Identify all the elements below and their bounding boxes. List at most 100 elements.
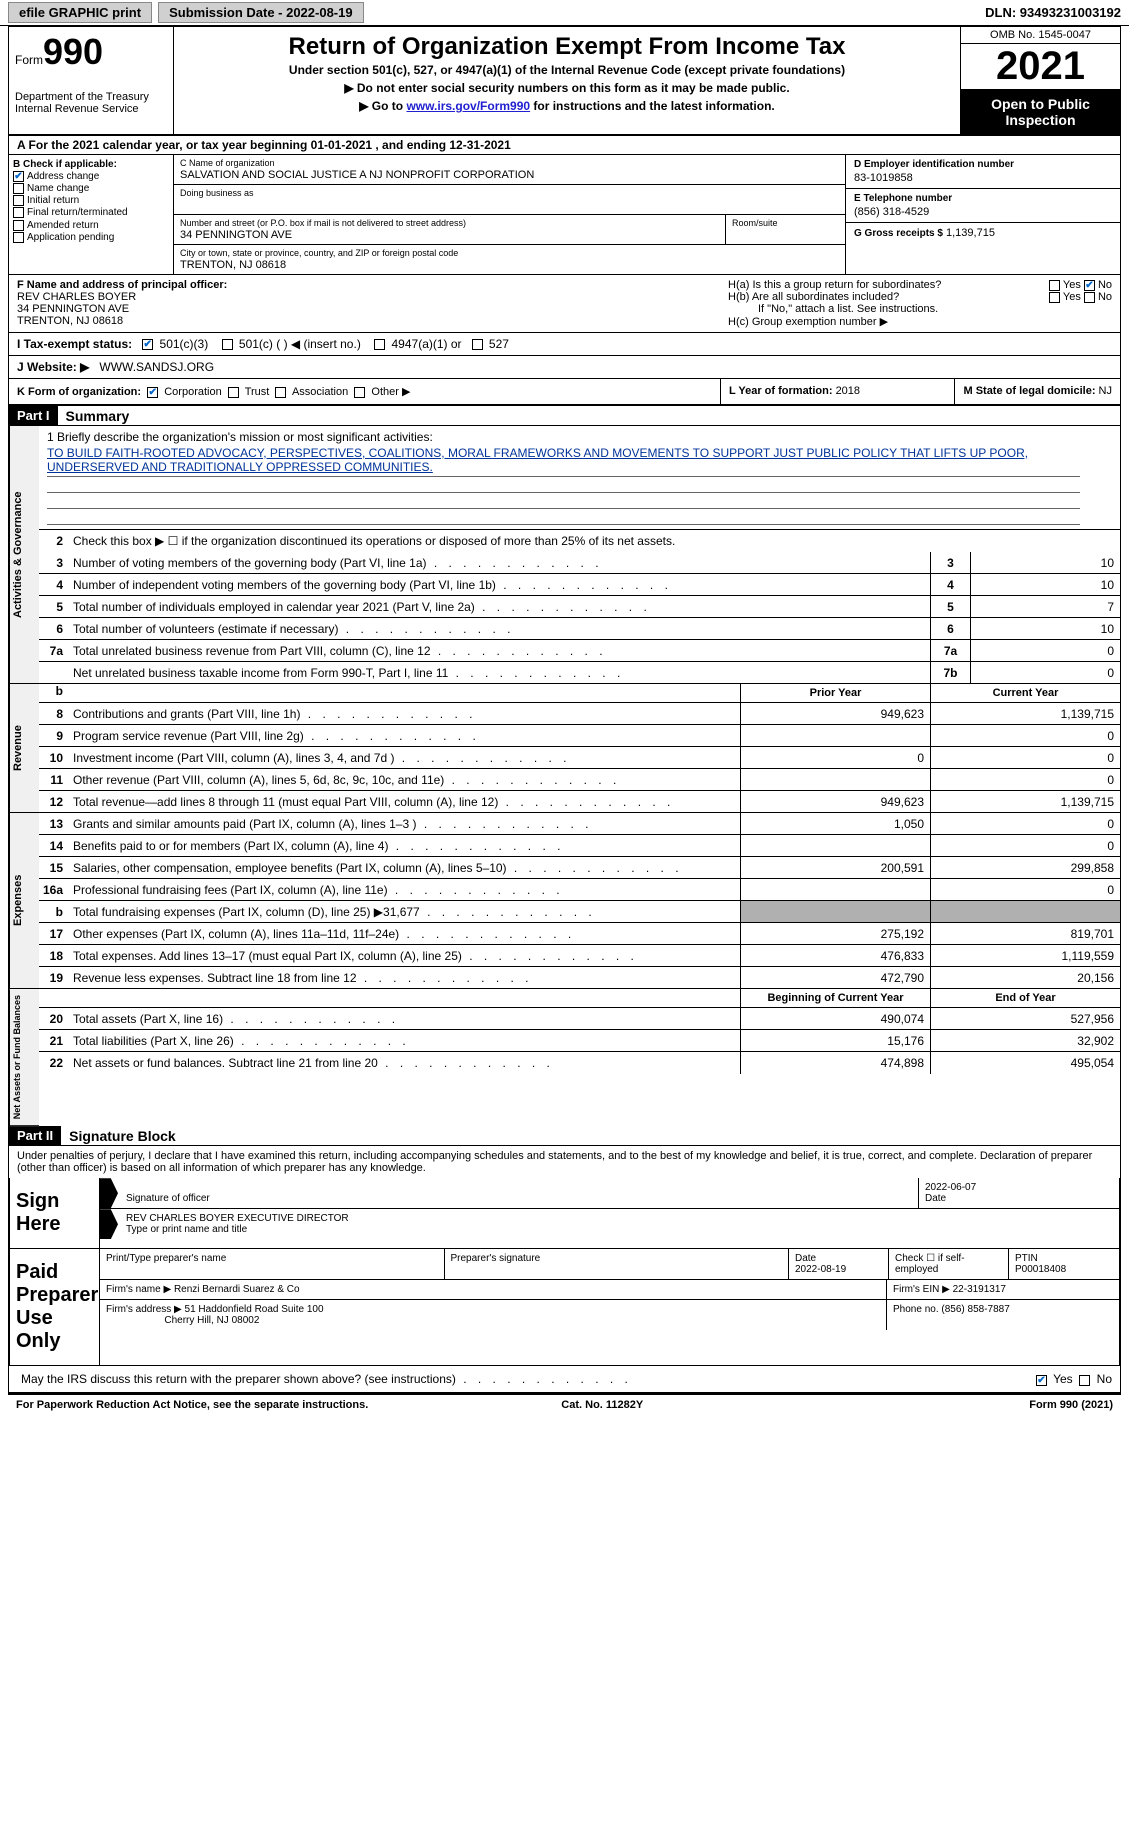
table-row: 20 Total assets (Part X, line 16) 490,07… — [39, 1008, 1120, 1030]
efile-button[interactable]: efile GRAPHIC print — [8, 2, 152, 23]
mission-blank1 — [47, 477, 1080, 493]
line-desc: Professional fundraising fees (Part IX, … — [69, 881, 740, 899]
line-box: 7b — [930, 662, 970, 683]
section-b: B Check if applicable: Address change Na… — [9, 155, 174, 274]
info-block: B Check if applicable: Address change Na… — [9, 155, 1120, 275]
opt-501c3: 501(c)(3) — [160, 337, 209, 351]
chk-final[interactable]: Final return/terminated — [13, 207, 169, 218]
l-label: L Year of formation: — [729, 385, 836, 397]
line-desc: Total liabilities (Part X, line 26) — [69, 1032, 740, 1050]
form-title: Return of Organization Exempt From Incom… — [184, 33, 950, 61]
line-box: 7a — [930, 640, 970, 661]
hb-label: H(b) Are all subordinates included? — [728, 291, 899, 303]
period-row: A For the 2021 calendar year, or tax yea… — [9, 136, 1120, 155]
f-label: F Name and address of principal officer: — [17, 279, 712, 291]
chk-address-change[interactable]: Address change — [13, 171, 169, 182]
checkbox-icon[interactable] — [222, 339, 233, 350]
table-row: Net unrelated business taxable income fr… — [39, 662, 1120, 684]
line-desc: Benefits paid to or for members (Part IX… — [69, 837, 740, 855]
opt-4947: 4947(a)(1) or — [392, 337, 462, 351]
checkbox-icon[interactable] — [147, 387, 158, 398]
prep-date-cell: Date2022-08-19 — [789, 1249, 889, 1279]
line-num: 22 — [39, 1056, 69, 1070]
line-value: 10 — [970, 574, 1120, 595]
prior-value: 275,192 — [740, 923, 930, 944]
omb-number: OMB No. 1545-0047 — [961, 27, 1120, 44]
firm-name-cell: Firm's name ▶ Renzi Bernardi Suarez & Co — [100, 1280, 887, 1299]
checkbox-icon[interactable] — [1084, 280, 1095, 291]
sig-row-2: REV CHARLES BOYER EXECUTIVE DIRECTORType… — [100, 1209, 1119, 1239]
irs-link[interactable]: www.irs.gov/Form990 — [406, 99, 530, 113]
gross-cell: G Gross receipts $ 1,139,715 — [846, 223, 1120, 243]
line-num: 21 — [39, 1034, 69, 1048]
self-emp-cell: Check ☐ if self-employed — [889, 1249, 1009, 1279]
checkbox-icon[interactable] — [1049, 292, 1060, 303]
prior-value: 0 — [740, 747, 930, 768]
governance-body: 1 Briefly describe the organization's mi… — [39, 426, 1120, 684]
prior-value: 490,074 — [740, 1008, 930, 1029]
opt-trust: Trust — [245, 386, 270, 398]
hc-row: H(c) Group exemption number ▶ — [728, 315, 1112, 328]
chk-pending[interactable]: Application pending — [13, 232, 169, 243]
prior-value — [740, 769, 930, 790]
no-label: No — [1097, 1372, 1112, 1386]
checkbox-icon[interactable] — [1036, 1375, 1047, 1386]
table-row: 6 Total number of volunteers (estimate i… — [39, 618, 1120, 640]
city-cell: City or town, state or province, country… — [174, 245, 845, 274]
opt-other: Other ▶ — [371, 386, 410, 398]
current-value — [930, 901, 1120, 922]
current-value: 0 — [930, 835, 1120, 856]
arrow-icon — [100, 1209, 118, 1239]
discuss-text: May the IRS discuss this return with the… — [17, 1370, 932, 1388]
chk-label: Application pending — [27, 232, 114, 243]
checkbox-icon[interactable] — [275, 387, 286, 398]
checkbox-icon[interactable] — [374, 339, 385, 350]
gross-value: 1,139,715 — [946, 227, 995, 239]
chk-name-change[interactable]: Name change — [13, 183, 169, 194]
checkbox-icon[interactable] — [472, 339, 483, 350]
checkbox-icon[interactable] — [1079, 1375, 1090, 1386]
line-num: 13 — [39, 817, 69, 831]
begin-year-header: Beginning of Current Year — [740, 989, 930, 1007]
line-desc: Total assets (Part X, line 16) — [69, 1010, 740, 1028]
j-label: J Website: ▶ — [17, 360, 89, 374]
netassets-section: Net Assets or Fund Balances Beginning of… — [9, 989, 1120, 1126]
penalties-text: Under penalties of perjury, I declare th… — [9, 1146, 1120, 1178]
line-num: 10 — [39, 751, 69, 765]
current-value: 0 — [930, 747, 1120, 768]
irs-label: Internal Revenue Service — [15, 103, 167, 115]
header-left: Form990 Department of the Treasury Inter… — [9, 27, 174, 134]
addr-row: Number and street (or P.O. box if mail i… — [174, 215, 845, 245]
line-desc: Number of independent voting members of … — [69, 576, 930, 594]
line-desc: Revenue less expenses. Subtract line 18 … — [69, 969, 740, 987]
firm-addr-cell: Firm's address ▶ 51 Haddonfield Road Sui… — [100, 1300, 887, 1330]
checkbox-icon[interactable] — [1084, 292, 1095, 303]
line-num: 20 — [39, 1012, 69, 1026]
ptin-cell: PTINP00018408 — [1009, 1249, 1119, 1279]
firm-addr1: 51 Haddonfield Road Suite 100 — [185, 1304, 324, 1315]
checkbox-icon[interactable] — [354, 387, 365, 398]
page-footer: For Paperwork Reduction Act Notice, see … — [8, 1394, 1121, 1415]
chk-initial[interactable]: Initial return — [13, 195, 169, 206]
opt-assoc: Association — [292, 386, 348, 398]
current-value: 495,054 — [930, 1052, 1120, 1074]
line-num: 6 — [39, 622, 69, 636]
checkbox-icon[interactable] — [142, 339, 153, 350]
current-value: 32,902 — [930, 1030, 1120, 1051]
mission-block: 1 Briefly describe the organization's mi… — [39, 426, 1120, 530]
part1-badge: Part I — [9, 406, 58, 425]
section-i: I Tax-exempt status: 501(c)(3) 501(c) ( … — [9, 333, 1120, 356]
line-value: 10 — [970, 552, 1120, 573]
checkbox-icon — [13, 171, 24, 182]
ein-value: 83-1019858 — [854, 170, 1112, 184]
chk-amended[interactable]: Amended return — [13, 220, 169, 231]
public-inspection: Open to Public Inspection — [961, 90, 1120, 134]
tax-year: 2021 — [961, 44, 1120, 90]
line-value: 7 — [970, 596, 1120, 617]
checkbox-icon[interactable] — [1049, 280, 1060, 291]
line-desc: Number of voting members of the governin… — [69, 554, 930, 572]
sig-officer-label: Signature of officer — [126, 1193, 210, 1204]
opt-501c: 501(c) ( ) ◀ (insert no.) — [239, 337, 361, 351]
checkbox-icon[interactable] — [228, 387, 239, 398]
firm-addr-label: Firm's address ▶ — [106, 1304, 182, 1315]
